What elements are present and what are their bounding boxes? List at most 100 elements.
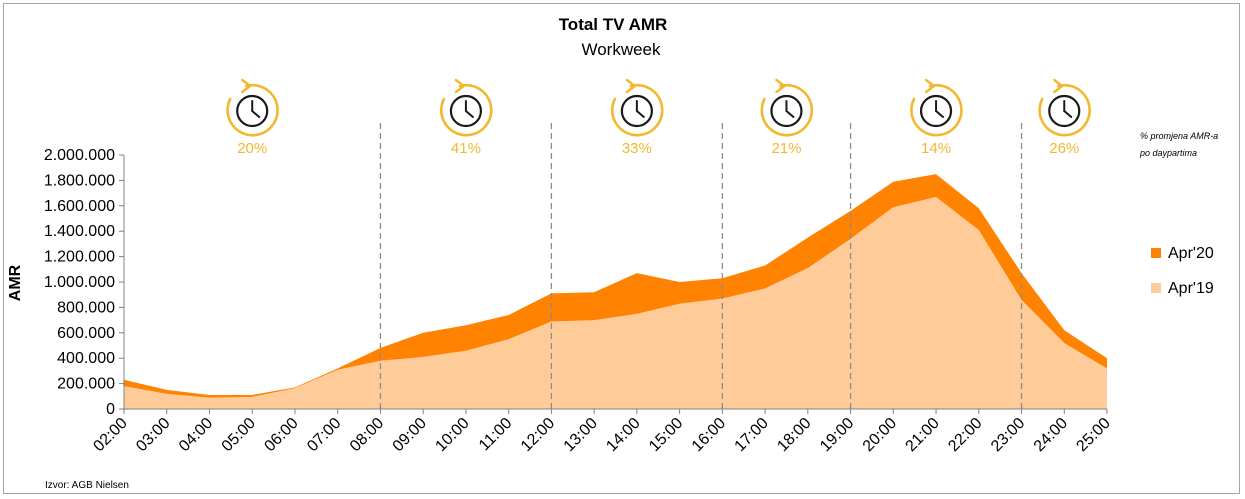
x-tick-label: 04:00: [176, 415, 216, 455]
data-point-apr20: [209, 395, 210, 396]
daypart-note-line2: po daypartima: [1139, 148, 1197, 158]
data-point-apr19: [166, 393, 167, 394]
clock-swoosh-icon: [1038, 83, 1091, 137]
data-point-apr20: [936, 174, 937, 175]
data-point-apr19: [252, 396, 253, 397]
data-point-apr19: [209, 397, 210, 398]
x-tick-label: 14:00: [603, 415, 643, 455]
x-tick-label: 02:00: [90, 415, 130, 455]
y-tick-label: 0: [106, 401, 115, 418]
clock-swoosh-icon: [610, 83, 664, 137]
data-point-apr20: [337, 368, 338, 369]
y-tick-label: 1.000.000: [44, 274, 115, 291]
data-point-apr20: [423, 332, 424, 333]
data-point-apr19: [337, 369, 338, 370]
data-point-apr20: [594, 292, 595, 293]
x-tick-label: 07:00: [304, 415, 344, 455]
clock-arrow-icon: [241, 78, 252, 94]
x-tick-label: 18:00: [774, 415, 814, 455]
data-point-apr20: [465, 325, 466, 326]
data-point-apr19: [1021, 299, 1022, 300]
daypart-percent-label: 21%: [771, 140, 801, 157]
data-point-apr20: [1107, 358, 1108, 359]
data-point-apr19: [1064, 343, 1065, 344]
data-point-apr20: [252, 395, 253, 396]
series-area-apr19: [124, 196, 1107, 409]
y-tick-label: 1.600.000: [44, 198, 115, 215]
data-point-apr20: [508, 315, 509, 316]
y-tick-label: 600.000: [57, 325, 115, 342]
clock-swoosh-icon: [439, 83, 493, 137]
clock-arrow-icon: [1053, 78, 1064, 94]
data-point-apr19: [893, 207, 894, 208]
clock-arrow-icon: [775, 78, 786, 94]
source-note: Izvor: AGB Nielsen: [45, 480, 129, 491]
data-point-apr19: [508, 339, 509, 340]
clock-rewind-icon: [760, 78, 814, 137]
clock-swoosh-icon: [910, 83, 963, 137]
legend-label: Apr'19: [1168, 280, 1214, 297]
x-tick-label: 08:00: [347, 415, 387, 455]
x-tick-label: 23:00: [988, 415, 1028, 455]
x-tick-label: 11:00: [476, 415, 516, 455]
daypart-percent-label: 41%: [451, 140, 481, 157]
x-tick-label: 06:00: [261, 415, 301, 455]
data-point-apr20: [765, 265, 766, 266]
x-tick-label: 24:00: [1031, 415, 1071, 455]
clock-hand-icon: [935, 110, 945, 118]
legend-label: Apr'20: [1168, 245, 1214, 262]
data-point-apr19: [295, 388, 296, 389]
data-point-apr20: [1064, 330, 1065, 331]
clock-rewind-icon: [439, 78, 493, 137]
x-tick-label: 03:00: [133, 415, 173, 455]
clock-arrow-icon: [625, 78, 637, 94]
chart-subtitle: Workweek: [581, 40, 661, 59]
x-tick-label: 16:00: [689, 415, 729, 455]
y-tick-label: 1.800.000: [44, 172, 115, 189]
chart-title: Total TV AMR: [559, 15, 668, 34]
y-tick-label: 2.000.000: [44, 147, 115, 164]
clock-rewind-icon: [910, 78, 963, 137]
y-tick-label: 400.000: [57, 350, 115, 367]
data-point-apr19: [765, 288, 766, 289]
y-tick-label: 800.000: [57, 299, 115, 316]
clock-hand-icon: [1063, 110, 1073, 118]
daypart-percent-label: 14%: [921, 140, 951, 157]
data-point-apr19: [1107, 368, 1108, 369]
chart-svg: Total TV AMR Workweek AMR % promjena AMR…: [7, 15, 1218, 491]
x-tick-label: 13:00: [561, 415, 601, 455]
data-point-apr19: [936, 196, 937, 197]
y-axis-label: AMR: [7, 264, 24, 301]
clock-hand-icon: [251, 110, 261, 118]
data-point-apr19: [807, 268, 808, 269]
x-tick-label: 12:00: [518, 415, 558, 455]
data-point-apr20: [636, 273, 637, 274]
x-tick-label: 25:00: [1073, 415, 1113, 455]
legend-swatch: [1151, 248, 1161, 258]
x-tick-label: 05:00: [219, 415, 259, 455]
data-point-apr19: [551, 321, 552, 322]
data-point-apr19: [594, 320, 595, 321]
daypart-note-line1: % promjena AMR-a: [1140, 131, 1218, 141]
clock-swoosh-icon: [760, 83, 814, 137]
data-point-apr20: [978, 208, 979, 209]
clock-swoosh-icon: [226, 83, 279, 137]
daypart-percent-label: 26%: [1049, 140, 1079, 157]
clock-hand-icon: [785, 110, 795, 118]
data-point-apr19: [380, 360, 381, 361]
x-tick-label: 19:00: [817, 415, 857, 455]
chart-frame: Total TV AMR Workweek AMR % promjena AMR…: [3, 3, 1240, 494]
y-tick-label: 1.200.000: [44, 249, 115, 266]
x-tick-label: 20:00: [860, 415, 900, 455]
daypart-percent-label: 20%: [237, 140, 267, 157]
x-tick-label: 10:00: [432, 415, 472, 455]
legend-swatch: [1151, 283, 1161, 293]
data-point-apr19: [679, 303, 680, 304]
data-point-apr20: [679, 282, 680, 283]
x-tick-label: 22:00: [945, 415, 985, 455]
clock-rewind-icon: [610, 78, 664, 137]
x-tick-label: 21:00: [903, 415, 943, 455]
data-point-apr19: [465, 350, 466, 351]
x-tick-label: 09:00: [390, 415, 430, 455]
clock-hand-icon: [635, 110, 645, 118]
